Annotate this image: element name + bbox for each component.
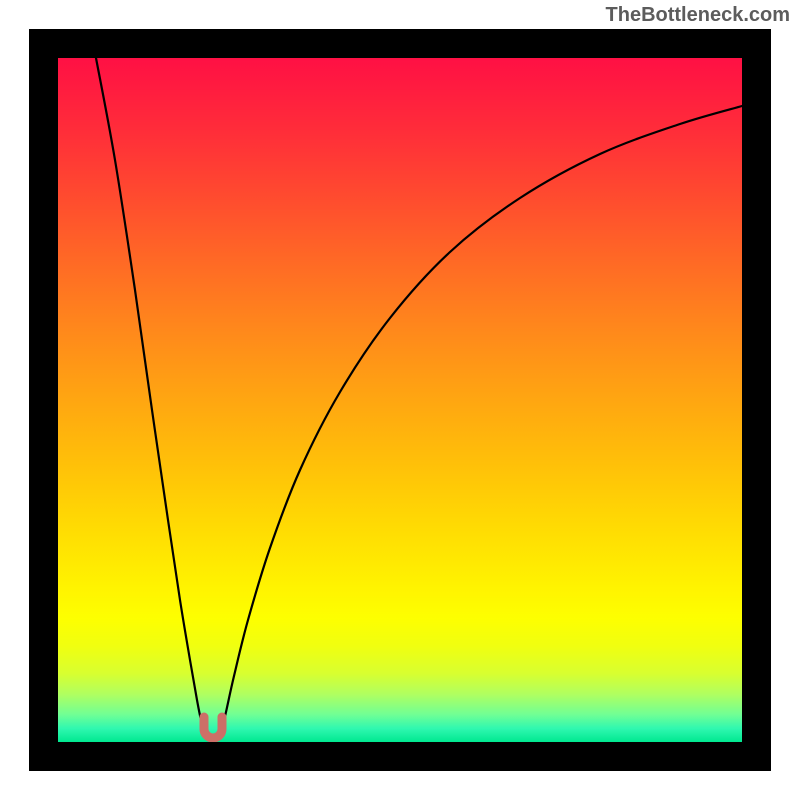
chart-svg — [0, 0, 800, 800]
gradient-background — [58, 58, 742, 742]
watermark-text: TheBottleneck.com — [606, 4, 790, 27]
chart-container: TheBottleneck.com — [0, 0, 800, 800]
